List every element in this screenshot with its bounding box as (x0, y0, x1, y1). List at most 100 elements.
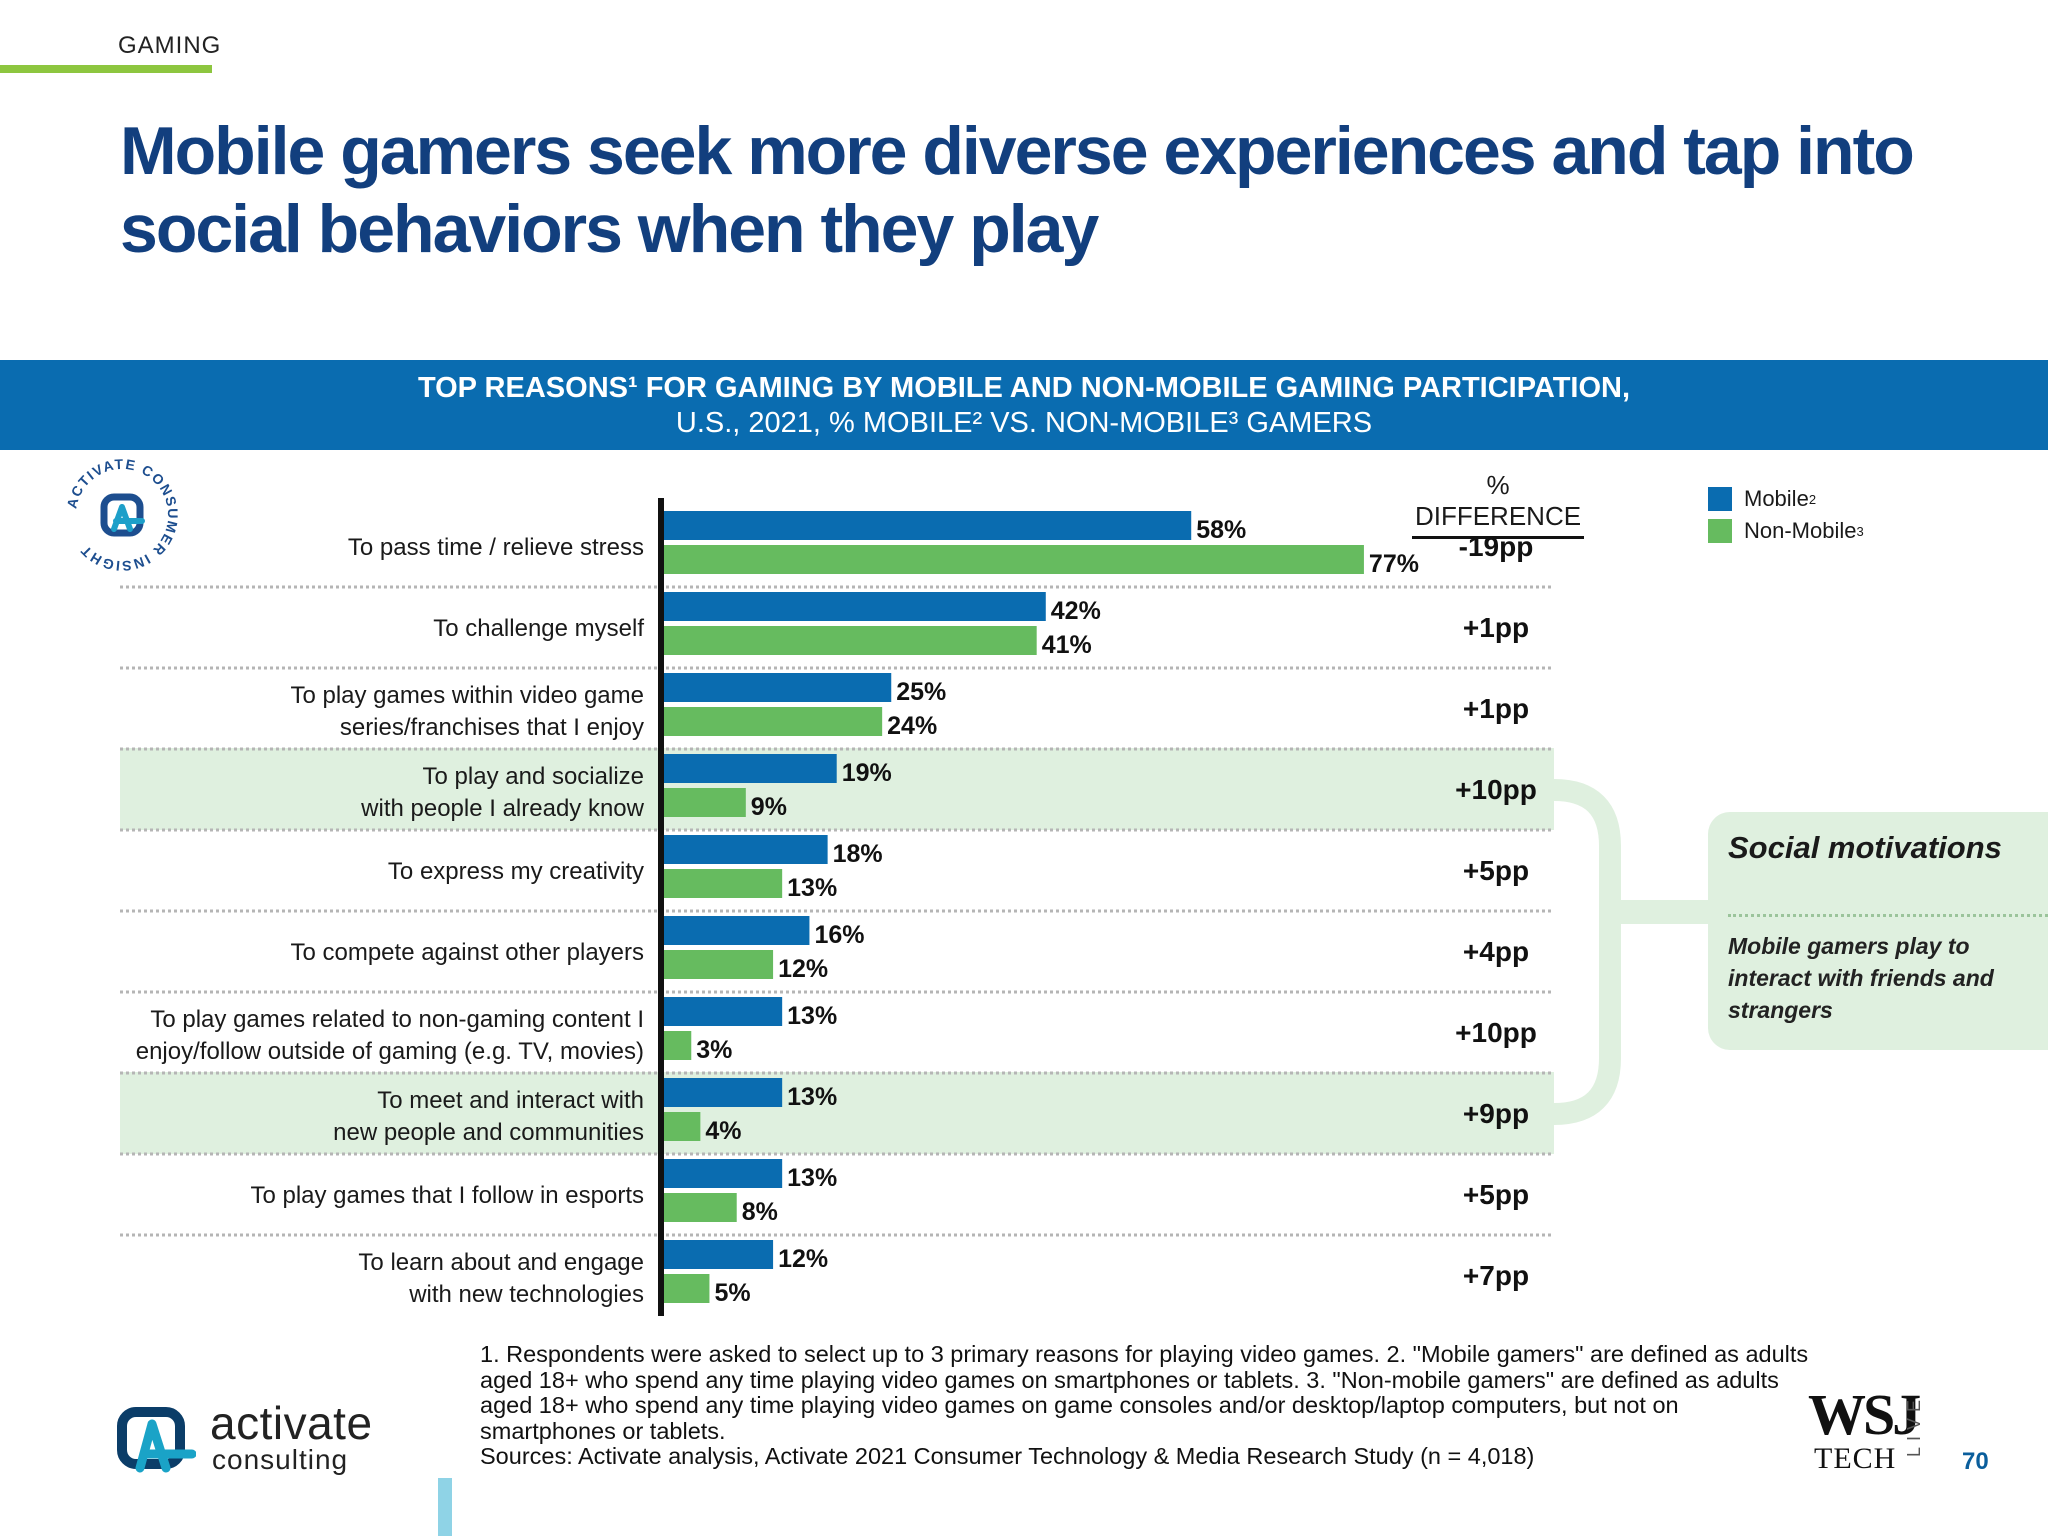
data-label: 13% (787, 874, 837, 902)
data-label: 24% (887, 712, 937, 740)
section-tag: GAMING (118, 32, 222, 59)
difference-value: +4pp (1463, 936, 1529, 967)
legend-item-mobile: Mobile 2 (1708, 483, 1864, 515)
data-label: 25% (896, 678, 946, 706)
wsj-tech-text: TECH (1814, 1442, 1897, 1475)
category-label: To meet and interact with new people and … (333, 1087, 644, 1146)
difference-value: +5pp (1463, 1179, 1529, 1210)
difference-value: +10pp (1455, 774, 1537, 805)
callout-text: Mobile gamers play to interact with frie… (1728, 933, 1994, 1023)
category-label: To compete against other players (290, 939, 644, 966)
highlight-row-band (120, 1072, 1554, 1154)
social-motivations-callout: Social motivations Mobile gamers play to… (1708, 812, 2048, 1050)
data-label: 12% (778, 955, 828, 983)
bar-non-mobile (664, 788, 746, 817)
data-label: 41% (1042, 631, 1092, 659)
category-label: To learn about and engage with new techno… (358, 1249, 644, 1308)
legend-label-mobile: Mobile (1744, 486, 1809, 511)
y-axis-line (658, 498, 664, 1316)
data-label: 12% (778, 1245, 828, 1273)
sources-line: Sources: Activate analysis, Activate 202… (480, 1443, 1535, 1469)
category-label: To play games within video game series/fr… (290, 682, 644, 741)
footnote: 1. Respondents were asked to select up t… (480, 1341, 1820, 1470)
bar-mobile (664, 997, 783, 1026)
bar-non-mobile (664, 626, 1037, 655)
data-label: 5% (714, 1279, 750, 1307)
difference-value: +9pp (1463, 1098, 1529, 1129)
data-label: 18% (833, 840, 883, 868)
bar-mobile (664, 754, 837, 783)
callout-divider (1728, 914, 2048, 917)
highlight-row-band (120, 748, 1554, 830)
data-label: 4% (705, 1117, 741, 1145)
data-label: 8% (742, 1198, 778, 1226)
activate-consulting-logo: activate consulting (116, 1397, 406, 1478)
bracket-connector (1610, 900, 1710, 924)
wsj-wordmark: WSJ (1808, 1382, 1921, 1447)
logo-wordmark: activate (210, 1397, 373, 1449)
legend: Mobile 2 Non-Mobile 3 (1708, 483, 1864, 547)
data-label: 19% (842, 759, 892, 787)
data-label: 3% (696, 1036, 732, 1064)
bar-mobile (664, 592, 1046, 621)
difference-header: % DIFFERENCE (1412, 470, 1584, 539)
category-label: To challenge myself (433, 615, 644, 642)
legend-sup-non-mobile: 3 (1856, 523, 1864, 539)
category-label: To play and socialize with people I alrea… (360, 763, 645, 822)
social-bracket (1553, 779, 1621, 1125)
data-label: 13% (787, 1002, 837, 1030)
footnote-line: aged 18+ who spend any time playing vide… (480, 1392, 1679, 1418)
legend-item-non-mobile: Non-Mobile 3 (1708, 515, 1864, 547)
bar-non-mobile (664, 1112, 701, 1141)
accent-bar (438, 1478, 452, 1536)
data-label: 58% (1196, 516, 1246, 544)
bar-chart: To pass time / relieve stress58%77%-19pp… (120, 498, 1710, 1316)
bar-mobile (664, 673, 892, 702)
bar-mobile (664, 835, 828, 864)
difference-value: +10pp (1455, 1017, 1537, 1048)
footnote-line: 1. Respondents were asked to select up t… (480, 1341, 1809, 1367)
difference-value: +1pp (1463, 693, 1529, 724)
bar-mobile (664, 1159, 783, 1188)
data-label: 77% (1369, 550, 1419, 578)
bar-mobile (664, 1078, 783, 1107)
legend-swatch-non-mobile (1708, 519, 1732, 543)
activate-logo-icon (117, 1407, 196, 1473)
category-label: To pass time / relieve stress (348, 534, 644, 561)
page-title: Mobile gamers seek more diverse experien… (120, 113, 1915, 267)
bar-non-mobile (664, 1031, 692, 1060)
legend-label-non-mobile: Non-Mobile (1744, 518, 1857, 543)
difference-value: +7pp (1463, 1260, 1529, 1291)
category-label: To play games related to non-gaming cont… (136, 1006, 644, 1065)
bar-mobile (664, 1240, 774, 1269)
legend-sup-mobile: 2 (1808, 491, 1817, 507)
wsj-tech-live-logo: WSJ TECH LIVE (1808, 1386, 1938, 1476)
category-label: To play games that I follow in esports (250, 1182, 644, 1209)
difference-value: +5pp (1463, 855, 1529, 886)
bar-non-mobile (664, 1274, 710, 1303)
banner-line-1: TOP REASONS¹ FOR GAMING BY MOBILE AND NO… (417, 372, 1631, 404)
bar-mobile (664, 916, 810, 945)
bar-non-mobile (664, 1193, 737, 1222)
bar-non-mobile (664, 869, 783, 898)
data-label: 13% (787, 1164, 837, 1192)
data-label: 42% (1051, 597, 1101, 625)
bar-non-mobile (664, 545, 1364, 574)
callout-title: Social motivations (1728, 830, 2002, 865)
footnote-line: aged 18+ who spend any time playing vide… (480, 1366, 1779, 1393)
bar-non-mobile (664, 707, 883, 736)
consumer-insight-seal-icon: ACTIVATE CONSUMER INSIGHT (63, 456, 179, 574)
category-label: To express my creativity (388, 858, 644, 885)
data-label: 16% (814, 921, 864, 949)
section-underline (0, 65, 212, 73)
legend-swatch-mobile (1708, 487, 1732, 511)
data-label: 13% (787, 1083, 837, 1111)
banner-line-2: U.S., 2021, % MOBILE² VS. NON-MOBILE³ GA… (675, 407, 1373, 439)
wsj-live-text: LIVE (1904, 1394, 1924, 1458)
bar-non-mobile (664, 950, 774, 979)
logo-subtext: consulting (212, 1444, 349, 1475)
difference-value: +1pp (1463, 612, 1529, 643)
page-number: 70 (1962, 1448, 1989, 1475)
footnote-line: smartphones or tablets. (480, 1417, 726, 1444)
bar-mobile (664, 511, 1192, 540)
